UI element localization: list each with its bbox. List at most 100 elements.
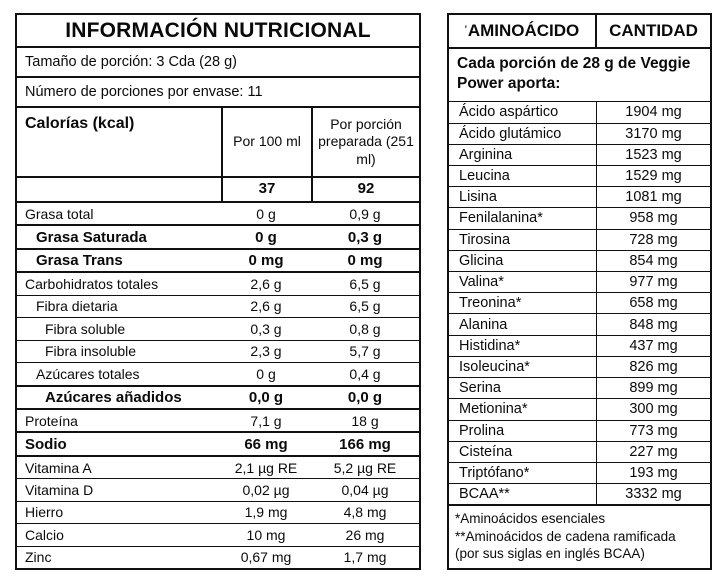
column-header-per-serving: Por porción preparada (251 ml) [311, 108, 419, 176]
amino-amount: 3170 mg [625, 125, 682, 142]
nutrient-label: Azúcares añadidos [45, 388, 182, 406]
serving-size-row: Tamaño de porción: 3 Cda (28 g) [17, 48, 419, 78]
calories-header-row: Calorías (kcal) Por 100 ml Por porción p… [17, 108, 419, 178]
amino-amount: 854 mg [629, 252, 678, 269]
amino-name: Alanina [449, 314, 597, 335]
amino-row: Glicina 854 mg [449, 249, 710, 272]
nutrient-row: Vitamina A 2,1 µg RE 5,2 µg RE [17, 454, 419, 478]
amino-row: Isoleucina* 826 mg [449, 355, 710, 378]
nutrient-value-per-serving: 0,8 g [349, 320, 381, 337]
nutrient-row: Grasa Trans 0 mg 0 mg [17, 247, 419, 271]
amino-row: Leucina 1529 mg [449, 164, 710, 187]
nutrient-label: Fibra dietaria [36, 298, 118, 315]
amino-name: Treonina* [449, 293, 597, 314]
nutrient-value-per-100ml: 7,1 g [250, 412, 282, 429]
amino-header-row: ' AMINOÁCIDO CANTIDAD [449, 15, 710, 49]
nutrient-value-per-100ml: 2,6 g [250, 276, 282, 293]
nutrient-value-per-serving: 6,5 g [349, 276, 381, 293]
amino-amount: 1523 mg [625, 146, 682, 163]
nutrient-value-per-serving: 166 mg [339, 435, 391, 453]
nutrient-row: Fibra insoluble 2,3 g 5,7 g [17, 339, 419, 362]
amino-amount: 728 mg [629, 231, 678, 248]
amino-amount: 193 mg [629, 465, 678, 482]
nutrient-value-per-100ml: 0 mg [248, 252, 284, 270]
amino-row: Cisteína 227 mg [449, 440, 710, 462]
nutrient-label: Grasa Saturada [36, 228, 147, 246]
amino-amount: 1529 mg [625, 168, 682, 185]
nutrient-value-per-100ml: 0,02 µg [242, 481, 290, 498]
nutrient-value-per-100ml: 2,6 g [250, 298, 282, 315]
nutrient-label: Vitamina D [25, 481, 94, 498]
nutrient-row: Proteína 7,1 g 18 g [17, 407, 419, 431]
amino-name: Histidina* [449, 335, 597, 356]
nutrient-value-per-serving: 5,7 g [349, 343, 381, 360]
nutrient-row: Grasa total 0 g 0,9 g [17, 203, 419, 224]
nutrient-value-per-serving: 0 mg [347, 252, 383, 270]
amino-row: Ácido aspártico 1904 mg [449, 102, 710, 123]
nutrient-row: Calcio 10 mg 26 mg [17, 523, 419, 545]
amino-amount: 658 mg [629, 295, 678, 312]
footnote-essential: *Aminoácidos esenciales [455, 511, 606, 527]
amino-row: Arginina 1523 mg [449, 143, 710, 165]
amino-row: Prolina 773 mg [449, 419, 710, 441]
amino-row: Metionina* 300 mg [449, 398, 710, 420]
nutrient-value-per-serving: 0,3 g [347, 228, 383, 246]
nutrient-row: Zinc 0,67 mg 1,7 mg [17, 545, 419, 568]
nutrient-label: Fibra insoluble [45, 343, 137, 360]
nutrient-value-per-serving: 4,8 mg [343, 504, 387, 521]
amino-name: Isoleucina* [449, 356, 597, 378]
nutrition-body: Grasa total 0 g 0,9 g Grasa Saturada 0 g 0,3 … [17, 203, 419, 568]
amino-row: Valina* 977 mg [449, 271, 710, 293]
nutrition-title: INFORMACIÓN NUTRICIONAL [17, 15, 419, 48]
nutrient-value-per-100ml: 0 g [256, 205, 276, 222]
amino-column-header-label: AMINOÁCIDO [467, 21, 580, 40]
nutrient-value-per-serving: 6,5 g [349, 298, 381, 315]
amino-row: Alanina 848 mg [449, 313, 710, 335]
amino-name: Leucina [449, 165, 597, 187]
nutrient-value-per-100ml: 0 g [255, 228, 277, 246]
amino-name: Arginina [449, 144, 597, 165]
nutrient-row: Fibra soluble 0,3 g 0,8 g [17, 317, 419, 339]
nutrient-label: Grasa Trans [36, 252, 123, 270]
nutrient-row: Carbohidratos totales 2,6 g 6,5 g [17, 271, 419, 294]
nutrient-row: Grasa Saturada 0 g 0,3 g [17, 224, 419, 247]
header-footnote-mark: ' [464, 24, 467, 34]
nutrient-label: Calcio [25, 526, 64, 543]
calories-label: Calorías (kcal) [25, 115, 135, 132]
amino-row: Tirosina 728 mg [449, 228, 710, 250]
amino-row: BCAA** 3332 mg [449, 483, 710, 505]
amino-column-header: ' AMINOÁCIDO [449, 15, 597, 47]
nutrient-value-per-100ml: 2,1 µg RE [234, 459, 298, 476]
nutrient-value-per-100ml: 0,0 g [248, 388, 284, 406]
amino-row: Treonina* 658 mg [449, 292, 710, 314]
calories-per-serving-value: 92 [311, 178, 419, 201]
amino-name: Tirosina [449, 229, 597, 250]
nutrient-value-per-100ml: 10 mg [246, 526, 286, 543]
amino-name: Ácido aspártico [449, 102, 597, 123]
amino-row: Ácido glutámico 3170 mg [449, 122, 710, 144]
column-header-per-100ml: Por 100 ml [221, 108, 311, 176]
nutrient-row: Fibra dietaria 2,6 g 6,5 g [17, 294, 419, 317]
nutrient-row: Sodio 66 mg 166 mg [17, 431, 419, 454]
amino-amount: 958 mg [629, 210, 678, 227]
nutrient-value-per-100ml: 2,3 g [250, 343, 282, 360]
amino-name: Lisina [449, 187, 597, 208]
amino-subheader: Cada porción de 28 g de Veggie Power apo… [449, 49, 710, 103]
amino-amount: 227 mg [629, 443, 678, 460]
nutrient-value-per-serving: 0,0 g [347, 388, 383, 406]
amino-name: Cisteína [449, 441, 597, 462]
amino-amount: 899 mg [629, 380, 678, 397]
nutrient-value-per-serving: 0,4 g [349, 365, 381, 382]
nutrient-value-per-100ml: 0,3 g [250, 320, 282, 337]
amino-row: Histidina* 437 mg [449, 334, 710, 356]
amino-name: Triptófano* [449, 463, 597, 484]
nutrient-label: Zinc [25, 549, 52, 566]
amino-amount: 300 mg [629, 401, 678, 418]
nutrient-value-per-serving: 26 mg [345, 526, 385, 543]
footnote-branched-chain: **Aminoácidos de cadena ramificada [455, 528, 676, 544]
nutrient-value-per-serving: 1,7 mg [343, 549, 387, 566]
nutrient-row: Hierro 1,9 mg 4,8 mg [17, 500, 419, 523]
nutrient-label: Fibra soluble [45, 320, 126, 337]
nutrient-value-per-100ml: 1,9 mg [244, 504, 288, 521]
